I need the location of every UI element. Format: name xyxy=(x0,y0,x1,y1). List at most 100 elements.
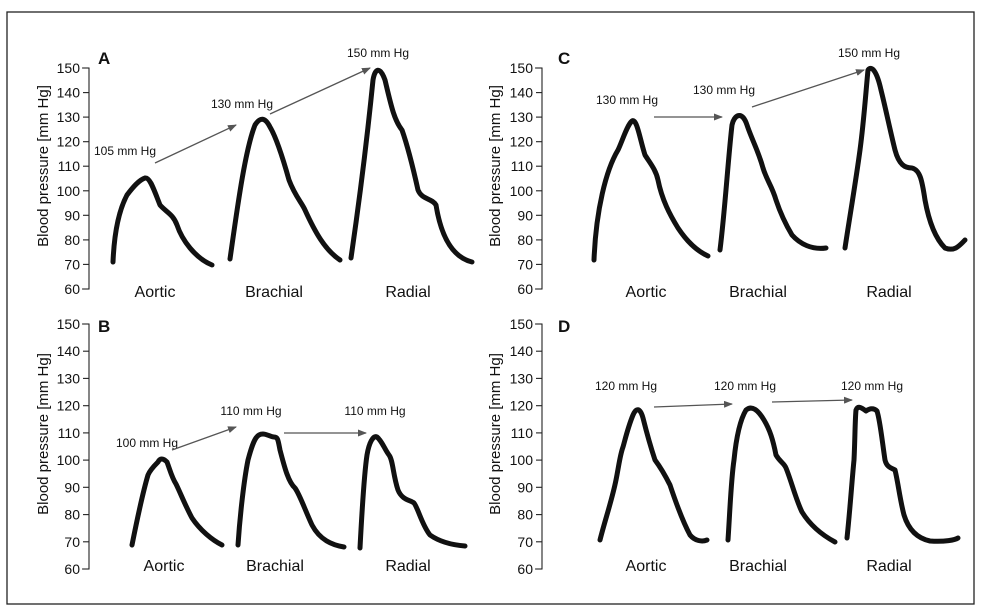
figure-border xyxy=(6,11,975,605)
site-label-brachial-c: Brachial xyxy=(729,284,787,301)
brachial-waveform-a xyxy=(227,116,343,263)
panel-d: D Blood pressure [mm Hg] 150 140 130 120… xyxy=(487,316,961,577)
tick-label-80: 80 xyxy=(64,232,80,248)
arrow-aortic-to-brachial-a xyxy=(154,124,237,164)
tick-label-60: 60 xyxy=(64,281,80,297)
tick-label-110: 110 xyxy=(58,425,81,441)
panel-letter-b: B xyxy=(98,317,110,336)
tick-label-130: 130 xyxy=(57,370,81,386)
tick-label-140: 140 xyxy=(510,85,534,101)
site-label-aortic-b: Aortic xyxy=(144,558,185,575)
radial-waveform-c xyxy=(842,66,968,252)
tick-label-150: 150 xyxy=(510,60,534,76)
annotation-brachial-b: 110 mm Hg xyxy=(220,404,281,418)
tick-label-130: 130 xyxy=(57,109,81,125)
panel-a: A Blood pressure [mm Hg] 150 140 130 120… xyxy=(35,46,475,301)
site-label-aortic-c: Aortic xyxy=(626,284,667,301)
tick-label-120: 120 xyxy=(510,398,534,414)
tick-label-90: 90 xyxy=(64,479,80,495)
radial-waveform-d xyxy=(844,404,961,544)
annotation-brachial-c: 130 mm Hg xyxy=(693,83,755,97)
arrow-brachial-to-radial-c xyxy=(751,69,865,108)
y-ticks-d: 150 140 130 120 110 100 90 80 70 60 xyxy=(510,316,542,577)
tick-label-70: 70 xyxy=(64,534,80,550)
tick-label-110: 110 xyxy=(58,158,81,174)
tick-label-150: 150 xyxy=(57,316,81,332)
aortic-waveform-d xyxy=(597,407,710,544)
tick-label-100: 100 xyxy=(510,183,534,199)
tick-label-60: 60 xyxy=(517,281,533,297)
annotation-radial-a: 150 mm Hg xyxy=(347,46,409,60)
tick-label-110: 110 xyxy=(511,425,534,441)
brachial-waveform-b xyxy=(235,431,347,550)
y-axis-label-d: Blood pressure [mm Hg] xyxy=(487,353,504,515)
tick-label-140: 140 xyxy=(57,343,81,359)
panel-letter-d: D xyxy=(558,317,570,336)
y-axis-label-c: Blood pressure [mm Hg] xyxy=(487,85,504,247)
radial-waveform-b xyxy=(357,434,468,551)
tick-label-90: 90 xyxy=(517,479,533,495)
tick-label-110: 110 xyxy=(511,158,534,174)
site-label-brachial-d: Brachial xyxy=(729,558,787,575)
tick-label-100: 100 xyxy=(57,452,81,468)
panel-letter-a: A xyxy=(98,49,110,68)
annotation-brachial-a: 130 mm Hg xyxy=(211,97,273,111)
annotation-aortic-c: 130 mm Hg xyxy=(596,93,658,107)
tick-label-90: 90 xyxy=(517,207,533,223)
tick-label-120: 120 xyxy=(57,134,81,150)
y-axis-a xyxy=(82,67,90,290)
tick-label-60: 60 xyxy=(517,561,533,577)
tick-label-120: 120 xyxy=(510,134,534,150)
tick-label-80: 80 xyxy=(517,507,533,523)
tick-label-80: 80 xyxy=(64,507,80,523)
brachial-waveform-d xyxy=(725,405,838,545)
brachial-waveform-c xyxy=(717,113,829,253)
tick-label-130: 130 xyxy=(510,109,534,125)
y-ticks-b: 150 140 130 120 110 100 90 80 70 60 xyxy=(57,316,89,577)
tick-label-100: 100 xyxy=(510,452,534,468)
y-axis-label-a: Blood pressure [mm Hg] xyxy=(35,85,52,247)
site-label-radial-b: Radial xyxy=(385,558,430,575)
annotation-aortic-a: 105 mm Hg xyxy=(94,144,156,158)
annotation-radial-d: 120 mm Hg xyxy=(841,379,903,393)
site-label-brachial-a: Brachial xyxy=(245,284,303,301)
site-label-radial-d: Radial xyxy=(866,558,911,575)
tick-label-90: 90 xyxy=(64,207,80,223)
annotation-radial-c: 150 mm Hg xyxy=(838,46,900,60)
tick-label-140: 140 xyxy=(57,85,81,101)
arrow-brachial-to-radial-d xyxy=(771,396,853,404)
tick-label-70: 70 xyxy=(517,256,533,272)
aortic-waveform-a xyxy=(110,175,215,268)
annotation-aortic-d: 120 mm Hg xyxy=(595,379,657,393)
tick-label-130: 130 xyxy=(510,370,534,386)
site-label-aortic-d: Aortic xyxy=(626,558,667,575)
site-label-aortic-a: Aortic xyxy=(135,284,176,301)
tick-label-70: 70 xyxy=(64,256,80,272)
arrow-aortic-to-brachial-b xyxy=(171,426,237,451)
site-label-radial-a: Radial xyxy=(385,284,430,301)
tick-label-70: 70 xyxy=(517,534,533,550)
tick-label-80: 80 xyxy=(517,232,533,248)
y-ticks-c: 150 140 130 120 110 100 90 80 70 60 xyxy=(510,60,542,297)
tick-label-60: 60 xyxy=(64,561,80,577)
y-axis-b xyxy=(82,323,90,570)
tick-label-140: 140 xyxy=(510,343,534,359)
radial-waveform-a xyxy=(348,67,475,265)
annotation-brachial-d: 120 mm Hg xyxy=(714,379,776,393)
y-axis-c xyxy=(535,67,543,290)
y-ticks-a: 150 140 130 120 110 100 90 80 70 60 xyxy=(57,60,89,297)
y-axis-d xyxy=(535,323,543,570)
tick-label-150: 150 xyxy=(57,60,81,76)
arrow-aortic-to-brachial-d xyxy=(653,400,733,408)
aortic-waveform-b xyxy=(129,456,225,548)
tick-label-100: 100 xyxy=(57,183,81,199)
aortic-waveform-c xyxy=(591,118,711,263)
panel-b: B Blood pressure [mm Hg] 150 140 130 120… xyxy=(35,316,468,577)
tick-label-150: 150 xyxy=(510,316,534,332)
arrow-brachial-to-radial-a xyxy=(269,67,371,115)
annotation-aortic-b: 100 mm Hg xyxy=(116,436,178,450)
site-label-brachial-b: Brachial xyxy=(246,558,304,575)
site-label-radial-c: Radial xyxy=(866,284,911,301)
tick-label-120: 120 xyxy=(57,398,81,414)
